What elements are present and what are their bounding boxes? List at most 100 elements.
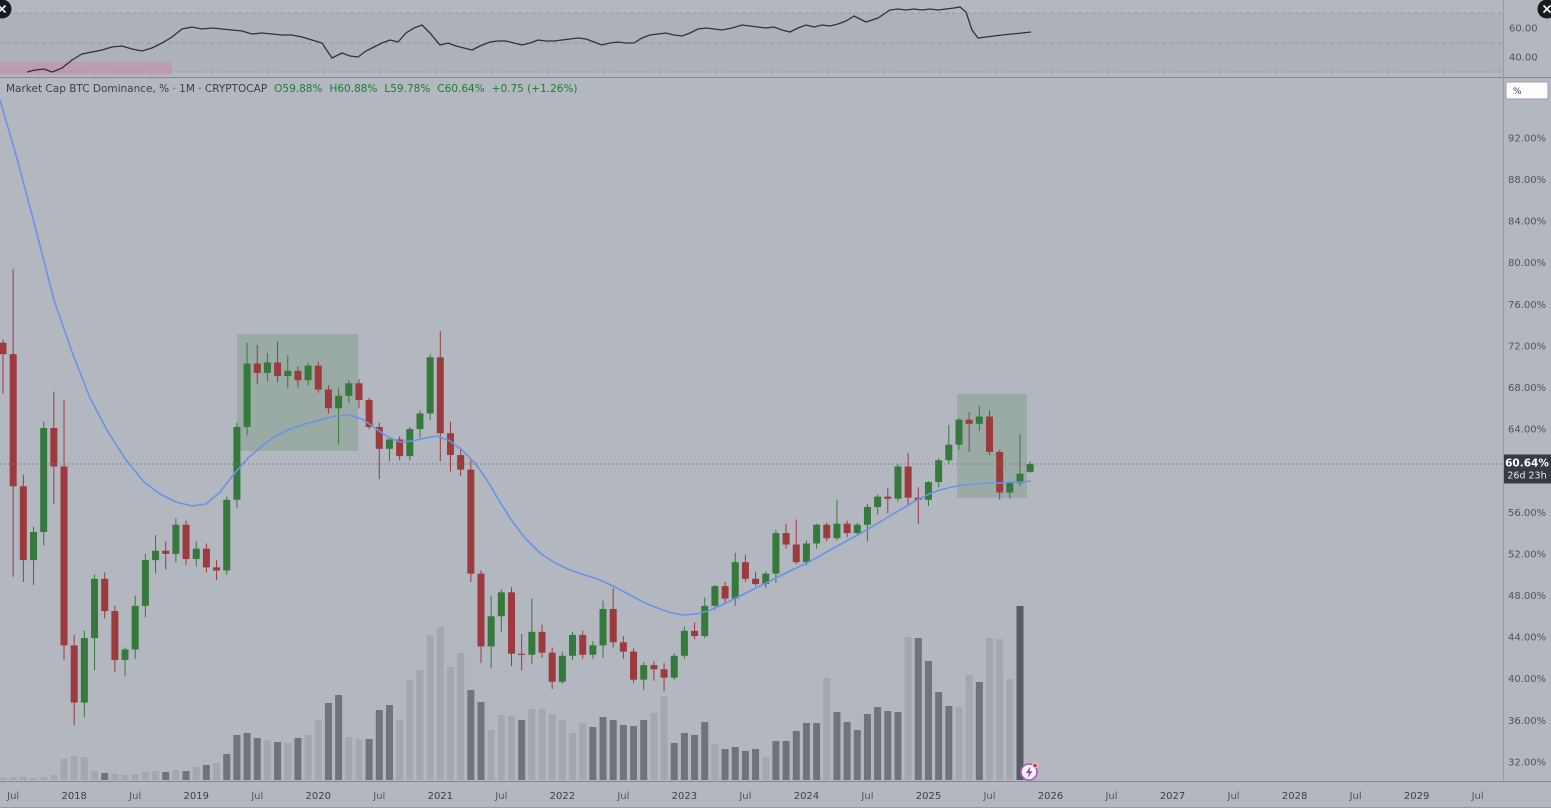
highlight-box [237, 334, 358, 451]
candle-body [924, 482, 932, 500]
volume-bar [660, 696, 668, 780]
time-axis-year-label: 2028 [1282, 791, 1307, 802]
volume-bar [935, 692, 943, 780]
candle-body [131, 605, 139, 650]
oversold-zone [0, 62, 172, 75]
lightning-badge-button[interactable] [1020, 762, 1038, 781]
candle-body [365, 399, 373, 427]
volume-bar [813, 723, 821, 780]
candle-body [630, 651, 638, 680]
candle-body [19, 486, 27, 561]
close-button-right[interactable] [1537, 0, 1551, 19]
volume-bar [416, 670, 424, 780]
volume-bar [284, 743, 292, 780]
time-axis-month-label: Jul [494, 791, 507, 802]
candle-body [202, 548, 210, 568]
time-axis[interactable]: Jul 2018 Jul 2019 Jul 2020 Jul 2021 Jul 2022 Jul 20… [6, 791, 1484, 802]
price-axis-label: 52.00% [1508, 549, 1546, 560]
candle-body [1006, 483, 1014, 493]
volume-bar [304, 735, 312, 780]
price-axis-label: 40.00% [1508, 674, 1546, 685]
candle-body [446, 433, 454, 456]
percent-unit-button[interactable]: % [1505, 81, 1549, 100]
candle-body [711, 586, 719, 606]
volume-bar [802, 723, 810, 780]
volume-bar [375, 710, 383, 780]
candle-body [599, 608, 607, 646]
price-axis-label: 56.00% [1508, 508, 1546, 519]
volume-bar [0, 778, 7, 780]
volume-bar [355, 739, 363, 780]
volume-bar [650, 713, 658, 780]
candle-body [274, 362, 282, 377]
candle-body [853, 524, 861, 534]
volume-bar [741, 751, 749, 780]
candle-body [50, 428, 58, 467]
indicator-pane[interactable] [0, 6, 1503, 75]
price-axis-label: 64.00% [1508, 425, 1546, 436]
volume-bar [141, 772, 149, 780]
price-axis[interactable]: 92.00% 88.00% 84.00% 80.00% 76.00% 72.00% 68.0… [1508, 133, 1546, 768]
candle-body [528, 631, 536, 655]
volume-bar [294, 738, 302, 780]
volume-bar [202, 765, 210, 780]
volume-bar [569, 733, 577, 780]
volume-bar [528, 709, 536, 780]
volume-bar [253, 738, 261, 780]
candle-body [243, 363, 251, 427]
percent-unit-label: % [1513, 87, 1522, 97]
candle-body [304, 365, 312, 381]
close-icon [1542, 4, 1551, 14]
volume-bar [579, 723, 587, 780]
candle-body [619, 642, 627, 652]
volume-bar [243, 733, 251, 780]
candle-body [802, 543, 810, 563]
price-axis-label: 76.00% [1508, 300, 1546, 311]
symbol-legend[interactable]: Market Cap BTC Dominance, % · 1M · CRYPT… [6, 83, 578, 95]
volume-bar [30, 778, 38, 780]
volume-bar [518, 720, 526, 780]
candle-body [314, 365, 322, 390]
candle-body [894, 466, 902, 499]
volume-bar [1006, 679, 1014, 780]
volume-bar [975, 682, 983, 780]
candle-body [792, 544, 800, 563]
indicator-axis-label: 40.00 [1509, 53, 1538, 64]
volume-bar [70, 756, 78, 780]
time-axis-month-label: Jul [982, 791, 995, 802]
candle-body [965, 419, 973, 424]
candle-body [701, 605, 709, 637]
candle-body [426, 357, 434, 414]
candle-body [691, 630, 699, 637]
volume-bar [365, 739, 373, 780]
candle-body [406, 429, 414, 457]
candle-body [223, 499, 231, 571]
price-axis-label: 72.00% [1508, 341, 1546, 352]
time-axis-month-label: Jul [250, 791, 263, 802]
symbol-title: Market Cap BTC Dominance, % · 1M · CRYPT… [6, 83, 268, 95]
candle-body [233, 426, 241, 500]
close-button-left[interactable] [0, 0, 12, 19]
candle-body [0, 342, 7, 355]
candle-body [945, 444, 953, 461]
volume-bar [467, 690, 475, 780]
volume-bar [91, 771, 99, 780]
candle-body [843, 523, 851, 534]
candle-body [833, 523, 841, 539]
time-axis-year-label: 2020 [306, 791, 331, 802]
lightning-icon [1026, 766, 1033, 778]
volume-bar [843, 722, 851, 780]
candle-body [467, 469, 475, 574]
volume-bar [396, 720, 404, 780]
ohlc-value: +0.75 (+1.26%) [491, 83, 578, 95]
candle-body [558, 655, 566, 682]
indicator-axis[interactable]: 60.00 40.00 [1509, 24, 1538, 64]
price-axis-label: 92.00% [1508, 133, 1546, 144]
price-pane[interactable] [0, 99, 1503, 780]
volume-bar [680, 733, 688, 780]
candle-body [935, 460, 943, 483]
volume-bar [985, 638, 993, 780]
candle-body [162, 550, 170, 554]
volume-bar [172, 770, 180, 780]
